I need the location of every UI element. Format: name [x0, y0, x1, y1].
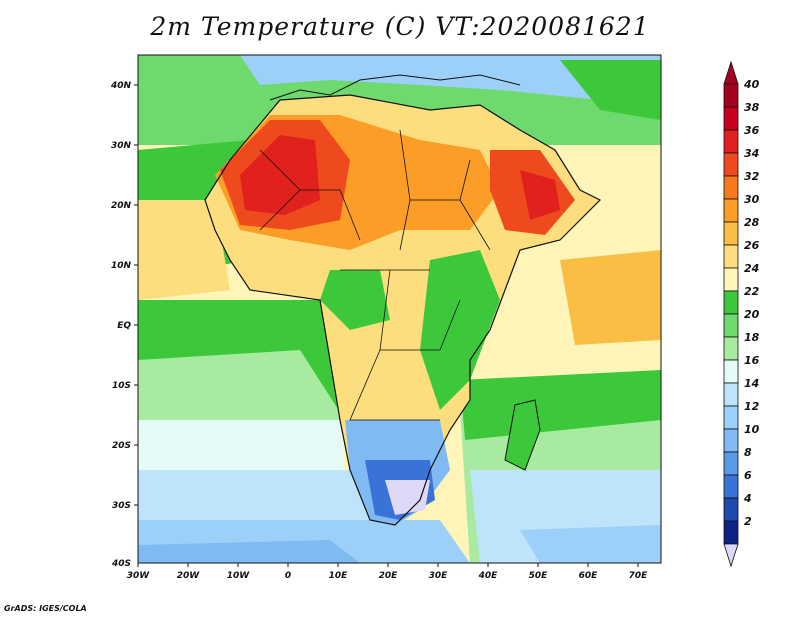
colorbar-swatch	[723, 129, 739, 154]
colorbar-swatch	[723, 497, 739, 522]
colorbar-swatch	[723, 198, 739, 223]
colorbar-label: 30	[744, 193, 760, 206]
lat-axis-labels: 40N 30N 20N 10N EQ 10S 20S 30S 40S	[110, 81, 132, 569]
colorbar-swatch	[723, 451, 739, 476]
colorbar-swatch	[723, 520, 739, 545]
lat-label: 30N	[111, 141, 132, 151]
colorbar-swatch	[723, 83, 739, 108]
colorbar-swatch	[723, 221, 739, 246]
lon-label: 40E	[478, 571, 499, 581]
lon-label: 20W	[177, 571, 201, 581]
colorbar-swatch	[723, 175, 739, 200]
temperature-field	[138, 55, 661, 563]
lat-label: 10N	[111, 261, 132, 271]
lon-label: 10W	[227, 571, 251, 581]
colorbar-swatch	[723, 244, 739, 269]
colorbar-swatch	[723, 290, 739, 315]
colorbar-swatch	[723, 405, 739, 430]
lat-label: 30S	[112, 501, 131, 511]
colorbar-swatch	[723, 382, 739, 407]
lat-label: 40N	[110, 81, 132, 91]
colorbar-swatch	[723, 474, 739, 499]
map-title: 2m Temperature (C) VT:2020081621	[150, 12, 650, 41]
lon-axis-labels: 30W 20W 10W 0 10E 20E 30E 40E 50E 60E 70…	[127, 571, 648, 581]
colorbar-label: 16	[744, 354, 760, 367]
colorbar-label: 34	[744, 147, 759, 160]
colorbar-label: 22	[744, 285, 760, 298]
plot-frame	[137, 54, 662, 564]
lon-label: 10E	[329, 571, 349, 581]
lon-label: 70E	[629, 571, 649, 581]
colorbar-label: 14	[744, 377, 759, 390]
lat-label: EQ	[117, 321, 131, 331]
colorbar-swatch	[723, 359, 739, 384]
lon-label: 0	[285, 571, 291, 581]
colorbar-label: 2	[744, 515, 752, 528]
colorbar-label: 26	[744, 239, 760, 252]
colorbar-label: 10	[744, 423, 760, 436]
lon-label: 30W	[127, 571, 151, 581]
colorbar-label: 38	[744, 101, 760, 114]
lon-label: 50E	[529, 571, 549, 581]
colorbar-label: 8	[744, 446, 752, 459]
colorbar-label: 4	[743, 492, 752, 505]
colorbar-swatch	[723, 152, 739, 177]
colorbar-swatch	[723, 267, 739, 292]
lon-tick-marks	[137, 563, 639, 567]
lon-label: 20E	[379, 571, 399, 581]
lat-label: 20N	[111, 201, 132, 211]
colorbar-bottom-arrow	[723, 543, 739, 568]
colorbar: 40 38 36 34 32 30 28 26 24 22 20 18 16 14 12 10 8 6 4 2	[723, 60, 760, 568]
lat-label: 20S	[112, 441, 131, 451]
colorbar-label: 20	[744, 308, 760, 321]
lat-label: 40S	[111, 559, 131, 569]
credit-label: GrADS: IGES/COLA	[4, 604, 87, 613]
colorbar-swatch	[723, 106, 739, 131]
colorbar-swatch	[723, 313, 739, 338]
colorbar-top-arrow	[723, 60, 739, 85]
lon-label: 30E	[429, 571, 449, 581]
colorbar-label: 6	[744, 469, 752, 482]
lat-label: 10S	[112, 381, 131, 391]
colorbar-swatch	[723, 428, 739, 453]
colorbar-label: 40	[743, 78, 760, 91]
colorbar-swatch	[723, 336, 739, 361]
colorbar-label: 24	[744, 262, 759, 275]
colorbar-label: 32	[744, 170, 760, 183]
colorbar-label: 36	[744, 124, 760, 137]
colorbar-label: 18	[744, 331, 760, 344]
colorbar-label: 28	[744, 216, 760, 229]
colorbar-label: 12	[744, 400, 760, 413]
lat-tick-marks	[134, 84, 138, 506]
lon-label: 60E	[579, 571, 599, 581]
